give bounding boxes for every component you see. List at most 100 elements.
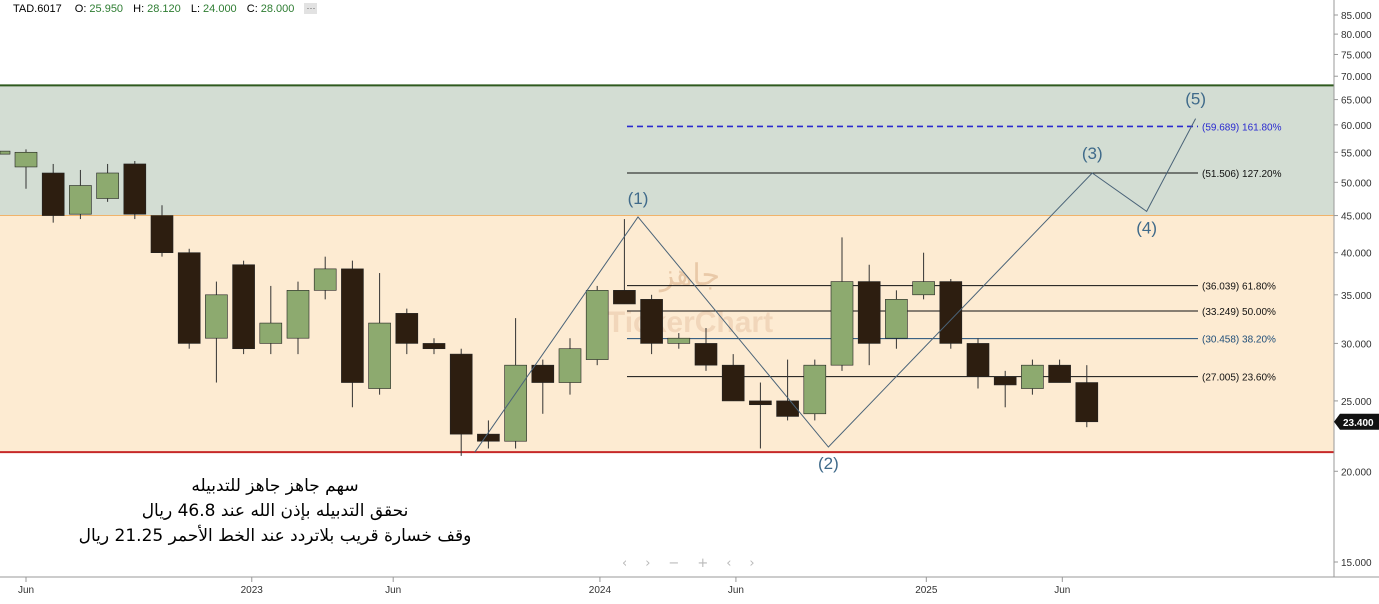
candle-bearish [422,343,446,350]
high-value: 28.120 [147,3,181,15]
fib-label-4: (30.458) 38.20% [1202,335,1276,346]
x-tick-label-3: Jun [385,585,401,596]
wave-label-2: (2) [818,454,839,473]
candle-bullish [830,281,854,366]
watermark-arabic: جاهز [658,259,720,293]
last-price-tag [1334,413,1379,430]
last-price-label: 23.400 [1343,418,1374,429]
candle-bullish [69,185,92,215]
candle-bullish [96,172,119,199]
candle-bullish [912,281,935,296]
candle-bearish [993,376,1017,386]
plus-icon[interactable]: + [697,556,727,571]
candle-bullish [1021,364,1044,389]
y-tick-label-7: 50.000 [1341,178,1372,189]
x-tick-label-7: Jun [1054,585,1070,596]
chevron-right-icon[interactable]: › [645,556,669,571]
x-tick-label-2: 2023 [241,585,264,596]
chart-navigation: ‹›−+‹› [622,556,773,571]
candle-bullish [368,322,391,389]
y-tick-label-4: 65.000 [1341,96,1372,107]
candle-bearish [640,299,663,344]
candle-bearish [123,163,147,215]
candle-bullish [803,364,827,415]
candle-bullish [14,151,38,168]
candle-bearish [150,215,174,253]
close-label: C: [246,3,258,15]
low-label: L: [190,3,201,15]
candle-bullish [585,290,609,360]
symbol-label: TAD.6017 [13,3,62,15]
y-tick-label-0: 85.000 [1341,11,1372,22]
annotation-line-1: سهم جاهز جاهز للتدبيله [191,476,359,496]
candle-bearish [395,313,419,344]
candle-bearish [41,172,65,216]
chevron-left-icon[interactable]: ‹ [726,556,750,571]
candle-bullish [205,294,228,339]
open-label: O: [74,3,87,15]
wave-label-3: (3) [1082,144,1103,163]
y-tick-label-3: 70.000 [1341,72,1372,83]
y-tick-label-8: 45.000 [1341,212,1372,223]
y-tick-label-13: 20.000 [1341,467,1372,478]
y-tick-label-9: 40.000 [1341,249,1372,260]
y-tick-label-10: 35.000 [1341,291,1372,302]
fib-label-1: (51.506) 127.20% [1202,169,1282,180]
y-tick-label-1: 80.000 [1341,30,1372,41]
wave-label-5: (5) [1185,90,1206,109]
wave-label-1: (1) [628,189,649,208]
candle-bearish [857,281,881,344]
candle-bearish [477,433,500,442]
y-tick-label-6: 55.000 [1341,148,1372,159]
candle-bearish [694,343,718,366]
x-tick-label-1: Jun [18,585,34,596]
candle-bearish [1075,382,1099,423]
close-value: 28.000 [260,3,295,15]
chevron-right-icon[interactable]: › [749,556,773,571]
candle-bearish [1048,364,1071,383]
candle-bullish [667,337,691,344]
y-tick-label-11: 30.000 [1341,339,1372,350]
candle-bearish [232,264,255,350]
fib-label-0: (59.689) 161.80% [1202,122,1282,133]
candle-bullish [504,364,527,442]
y-tick-label-5: 60.000 [1341,121,1372,132]
y-tick-label-14: 15.000 [1341,558,1372,569]
candle-bearish [749,400,772,406]
candle-bullish [885,299,908,339]
candle-bearish [531,364,555,383]
candle-bullish [286,290,310,339]
candle-bullish [313,268,337,291]
candle-bearish [177,252,201,344]
candle-bearish [939,281,963,344]
low-value: 24.000 [203,3,237,15]
ellipsis-icon[interactable]: ··· [304,3,318,14]
annotation-line-2: نحقق التدبيله بإذن الله عند 46.8 ريال [141,501,409,521]
ohlc-header: TAD.6017 O: 25.950 H: 28.120 L: 24.000 C: 28… [13,3,318,15]
x-tick-label-6: 2025 [915,585,938,596]
candle-bullish [0,150,11,155]
minus-icon[interactable]: − [668,556,698,571]
chevron-left-icon[interactable]: ‹ [622,556,646,571]
green-zone [0,85,1334,216]
x-tick-label-4: 2024 [589,585,612,596]
candle-bearish [341,268,364,383]
elliott-wave-path [474,118,1197,453]
annotation-line-3: وقف خسارة قريب بلاتردد عند الخط الأحمر 2… [78,526,472,546]
candle-bearish [613,290,636,305]
candle-bearish [966,343,990,377]
candle-bearish [449,353,473,435]
candle-bearish [776,400,799,417]
fib-label-5: (27.005) 23.60% [1202,373,1276,384]
x-tick-label-5: Jun [728,585,744,596]
annotation-text: سهم جاهز جاهز للتدبيله نحقق التدبيله بإذ… [55,474,495,549]
candle-bullish [259,322,283,344]
watermark-logo: TickerChart [607,306,773,339]
open-value: 25.950 [89,3,124,15]
fib-label-2: (36.039) 61.80% [1202,282,1276,293]
y-tick-label-2: 75.000 [1341,50,1372,61]
wave-label-4: (4) [1136,218,1157,237]
high-label: H: [133,3,145,15]
